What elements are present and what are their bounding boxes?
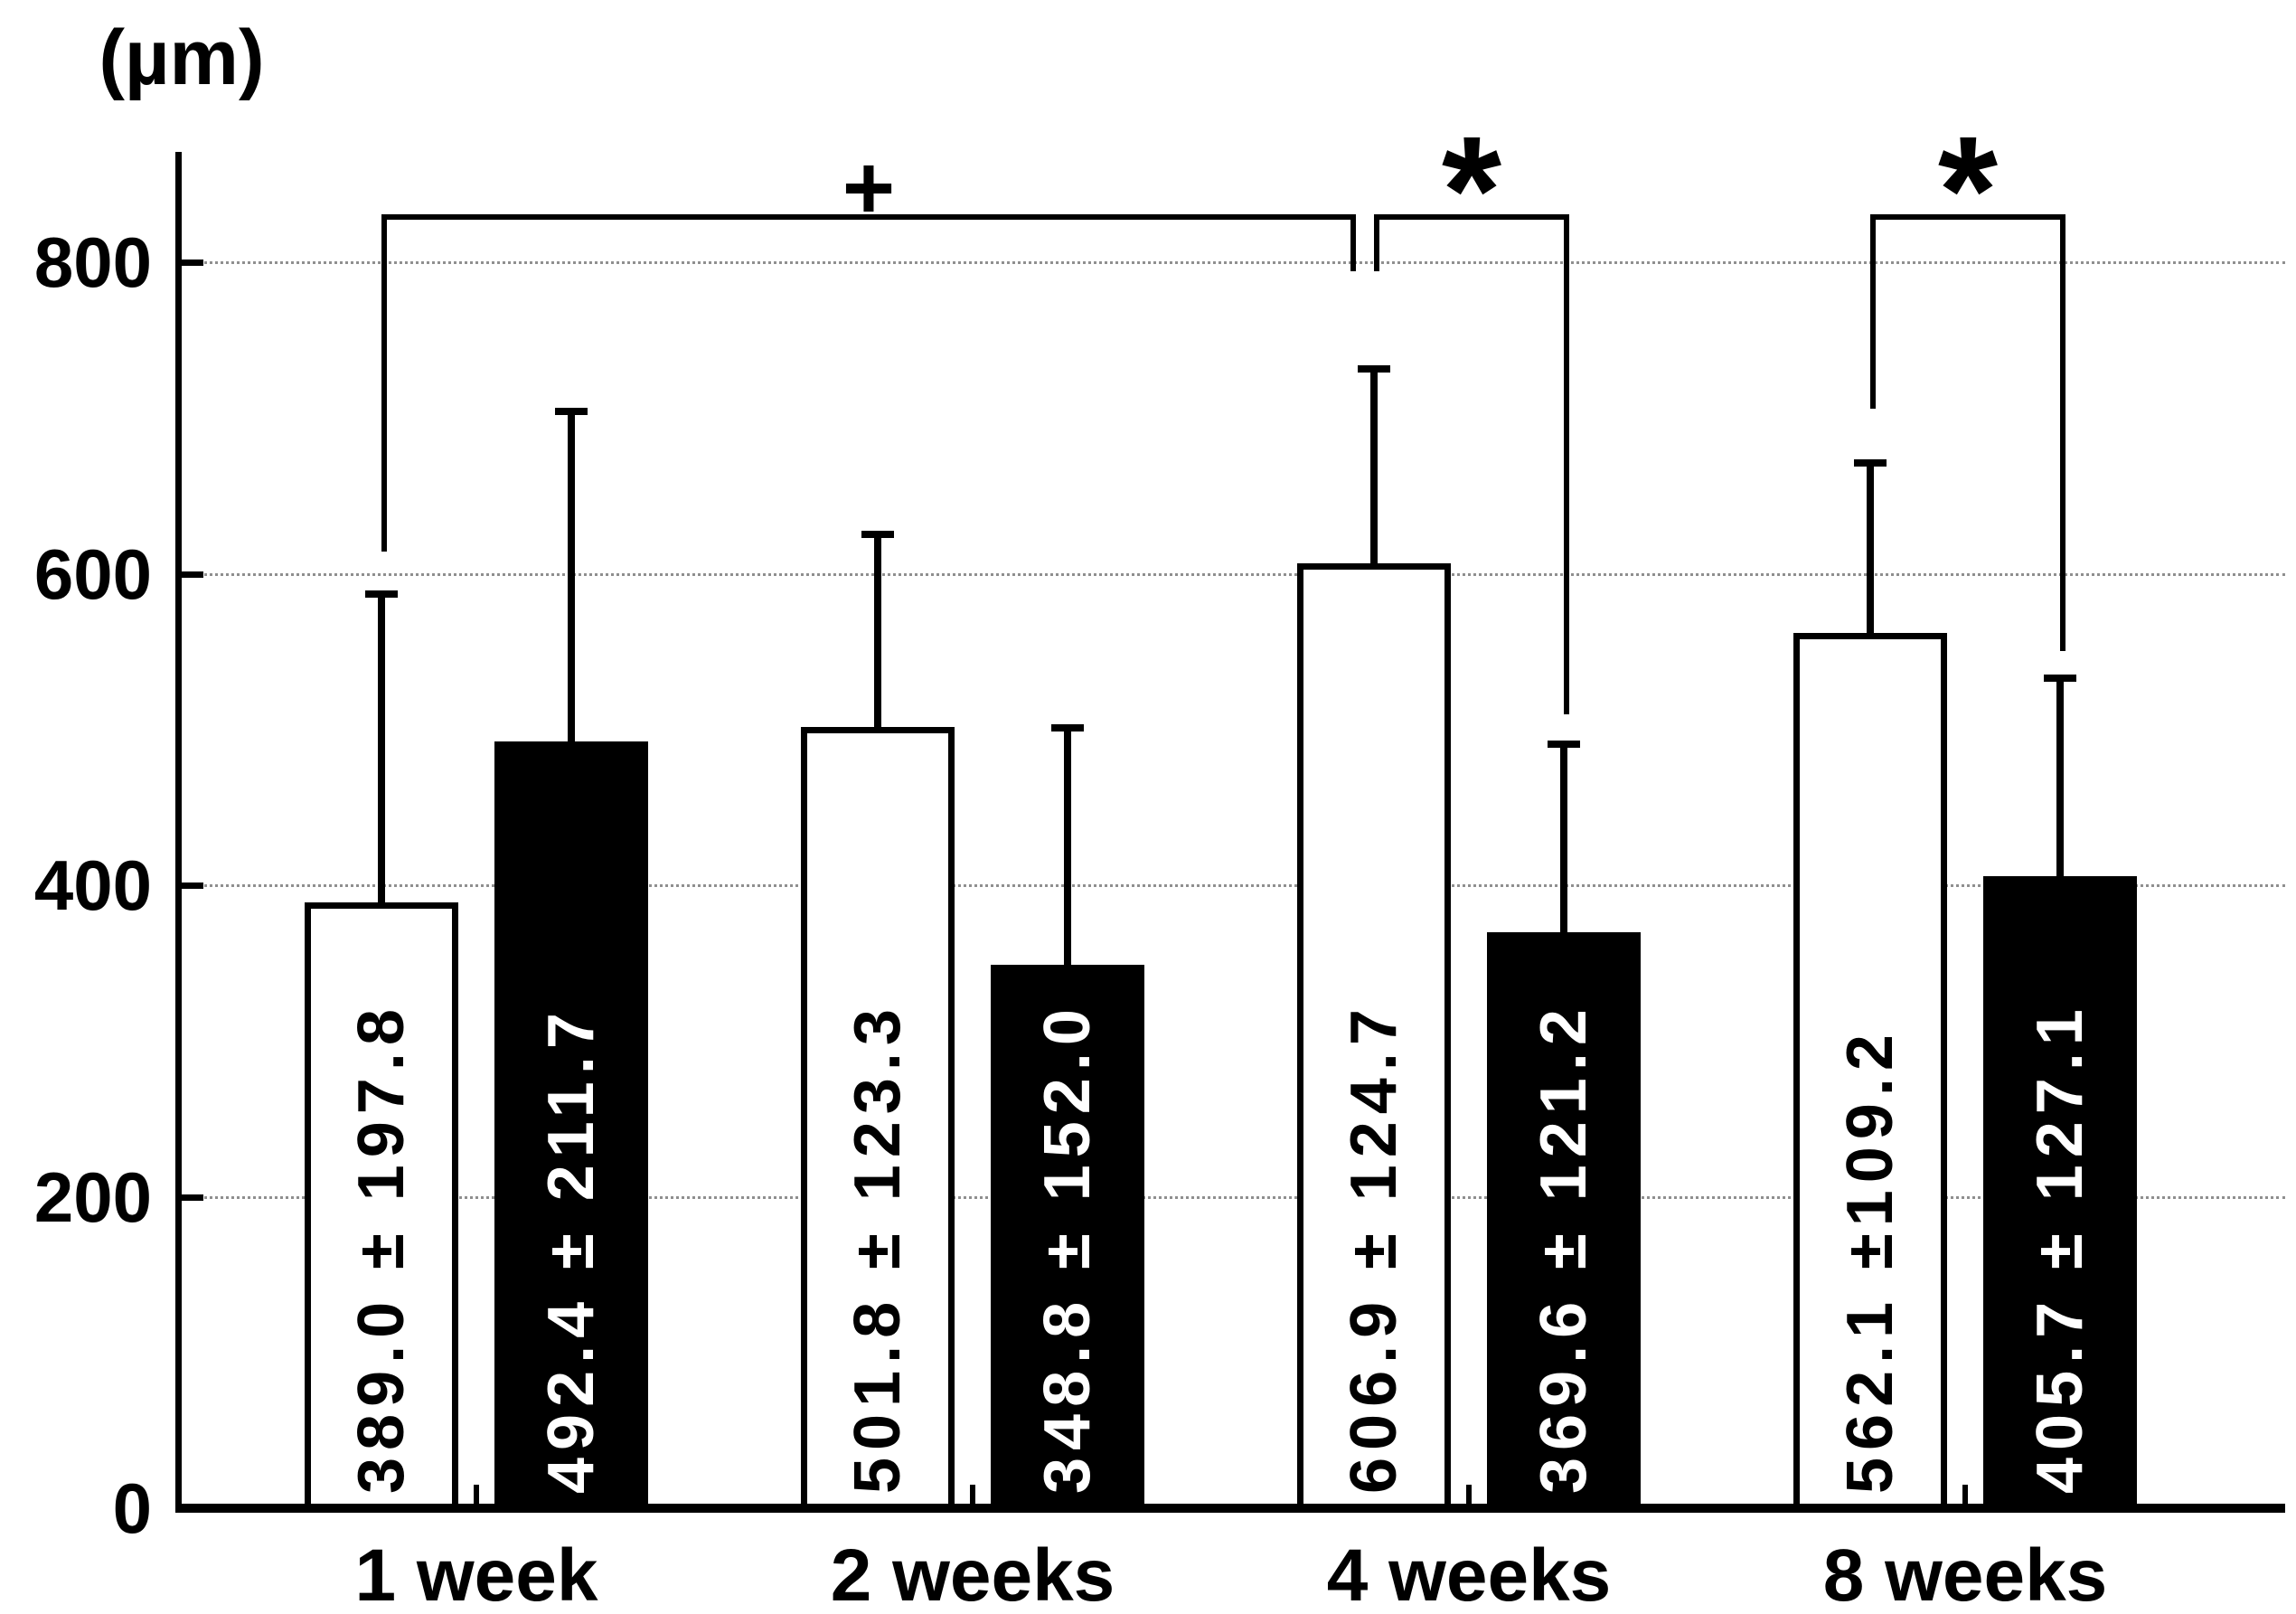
y-tick-label-400: 400 bbox=[33, 845, 152, 925]
category-label-2-weeks: 2 weeks bbox=[830, 1534, 1115, 1614]
y-axis-unit-label: (µm) bbox=[99, 14, 265, 101]
x-axis-tick-4 bbox=[1962, 1485, 1968, 1508]
bar-value-label-filled-2-weeks: 348.8 ± 152.0 bbox=[1031, 1002, 1104, 1494]
y-tick-label-600: 600 bbox=[33, 534, 152, 614]
bar-value-label-open-2-weeks: 501.8 ± 123.3 bbox=[842, 1002, 914, 1494]
error-bar-cap-open-1-week bbox=[365, 590, 398, 598]
significance-symbol-3: * bbox=[1937, 105, 1999, 277]
error-bar-open-2-weeks bbox=[874, 534, 881, 732]
x-axis-tick-3 bbox=[1466, 1485, 1472, 1508]
error-bar-filled-2-weeks bbox=[1064, 728, 1071, 970]
y-axis-tick-400 bbox=[182, 883, 203, 889]
bar-filled-2-weeks bbox=[991, 965, 1144, 1511]
bar-open-2-weeks bbox=[801, 727, 955, 1511]
bar-value-label-filled-1-week: 492.4 ± 211.7 bbox=[535, 1005, 607, 1494]
significance-bracket-2-right-drop bbox=[1564, 214, 1569, 714]
bar-open-1-week bbox=[305, 902, 458, 1511]
error-bar-cap-filled-8-weeks bbox=[2044, 675, 2076, 682]
x-axis-tick-2 bbox=[970, 1485, 975, 1508]
bar-value-label-open-8-weeks: 562.1 ±109.2 bbox=[1834, 1027, 1906, 1494]
error-bar-open-4-weeks bbox=[1370, 369, 1378, 569]
significance-bracket-3-right-drop bbox=[2060, 214, 2065, 651]
error-bar-open-1-week bbox=[378, 594, 385, 908]
error-bar-filled-1-week bbox=[568, 411, 575, 747]
significance-bracket-1-right-drop bbox=[1350, 214, 1356, 271]
error-bar-filled-8-weeks bbox=[2056, 678, 2064, 882]
significance-bracket-3-top bbox=[1870, 214, 2065, 220]
error-bar-cap-open-2-weeks bbox=[861, 531, 894, 538]
significance-bracket-1-top bbox=[381, 214, 1356, 220]
bar-value-label-filled-8-weeks: 405.7 ± 127.1 bbox=[2024, 1002, 2096, 1494]
category-label-8-weeks: 8 weeks bbox=[1822, 1534, 2108, 1614]
x-axis bbox=[175, 1504, 2285, 1513]
gridline-600 bbox=[182, 573, 2285, 576]
bar-open-8-weeks bbox=[1793, 633, 1947, 1511]
bar-value-label-open-1-week: 389.0 ± 197.8 bbox=[345, 1002, 418, 1494]
y-axis-tick-600 bbox=[182, 571, 203, 578]
error-bar-filled-4-weeks bbox=[1560, 744, 1567, 938]
gridline-200 bbox=[182, 1196, 2285, 1199]
bar-filled-4-weeks bbox=[1487, 932, 1641, 1511]
error-bar-cap-filled-4-weeks bbox=[1548, 741, 1580, 748]
gridline-400 bbox=[182, 884, 2285, 887]
y-axis bbox=[175, 152, 182, 1513]
significance-bracket-1-left-drop bbox=[381, 214, 387, 552]
significance-bracket-3-left-drop bbox=[1870, 214, 1876, 409]
x-axis-tick-1 bbox=[474, 1485, 479, 1508]
error-bar-cap-open-4-weeks bbox=[1358, 365, 1390, 373]
y-axis-tick-200 bbox=[182, 1194, 203, 1201]
error-bar-cap-open-8-weeks bbox=[1854, 459, 1887, 467]
bar-value-label-open-4-weeks: 606.9 ± 124.7 bbox=[1338, 1002, 1410, 1494]
significance-bracket-2-top bbox=[1374, 214, 1569, 220]
bar-filled-1-week bbox=[494, 741, 648, 1511]
significance-symbol-1: + bbox=[842, 137, 896, 239]
y-axis-tick-800 bbox=[182, 260, 203, 266]
significance-symbol-2: * bbox=[1441, 105, 1502, 277]
error-bar-open-8-weeks bbox=[1867, 463, 1874, 638]
y-tick-label-0: 0 bbox=[112, 1468, 152, 1548]
y-tick-label-200: 200 bbox=[33, 1157, 152, 1237]
error-bar-cap-filled-2-weeks bbox=[1051, 724, 1084, 731]
bar-filled-8-weeks bbox=[1983, 876, 2137, 1511]
gridline-800 bbox=[182, 261, 2285, 264]
category-label-1-week: 1 week bbox=[354, 1534, 598, 1614]
bar-value-label-filled-4-weeks: 369.6 ± 121.2 bbox=[1528, 1002, 1600, 1494]
y-tick-label-800: 800 bbox=[33, 222, 152, 302]
category-label-4-weeks: 4 weeks bbox=[1326, 1534, 1612, 1614]
error-bar-cap-filled-1-week bbox=[555, 408, 588, 415]
significance-bracket-2-left-drop bbox=[1374, 214, 1379, 271]
